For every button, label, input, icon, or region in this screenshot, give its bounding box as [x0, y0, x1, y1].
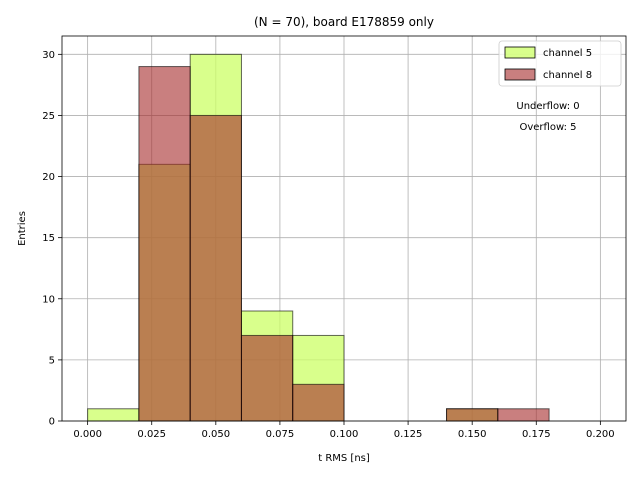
- x-tick-label: 0.150: [458, 429, 487, 440]
- legend-swatch-channel-5: [504, 46, 536, 59]
- legend-swatch-channel-8: [504, 68, 536, 81]
- legend-label-channel-5: channel 5: [543, 48, 592, 59]
- y-tick-label: 15: [42, 233, 55, 244]
- bar-channel-8-bin-4: [292, 383, 345, 422]
- bar-channel-5-bin-0: [87, 408, 140, 422]
- x-tick-label: 0.200: [586, 429, 615, 440]
- bar-channel-8-bin-1: [138, 66, 191, 422]
- bar-channel-8-bin-7: [446, 408, 499, 422]
- underflow-annotation: Underflow: 0: [516, 101, 579, 112]
- y-tick-label: 30: [42, 50, 55, 61]
- legend-label-channel-8: channel 8: [543, 70, 592, 81]
- y-tick-label: 0: [49, 417, 55, 428]
- y-axis-label: Entries: [17, 211, 28, 246]
- y-tick-label: 25: [42, 111, 55, 122]
- x-tick-label: 0.000: [73, 429, 102, 440]
- y-tick-label: 20: [42, 172, 55, 183]
- x-axis-ticks: 0.000 0.025 0.050 0.075 0.100 0.125 0.150 0.175…: [73, 421, 615, 440]
- x-tick-label: 0.100: [330, 429, 359, 440]
- overflow-annotation: Overflow: 5: [519, 122, 576, 133]
- y-tick-label: 5: [49, 355, 55, 366]
- series-channel-8-bars: [138, 66, 550, 422]
- x-tick-label: 0.175: [522, 429, 551, 440]
- x-tick-label: 0.050: [201, 429, 230, 440]
- x-tick-label: 0.025: [137, 429, 166, 440]
- y-tick-label: 10: [42, 294, 55, 305]
- chart-title: (N = 70), board E178859 only: [254, 15, 434, 29]
- bar-channel-8-bin-3: [240, 334, 294, 422]
- x-tick-label: 0.125: [394, 429, 423, 440]
- y-axis-ticks: 0 5 10 15 20 25 30: [42, 50, 62, 428]
- x-axis-label: t RMS [ns]: [318, 453, 370, 464]
- legend: channel 5 channel 8: [498, 40, 622, 87]
- bar-channel-8-bin-8: [497, 408, 550, 422]
- bar-channel-8-bin-2: [189, 114, 242, 422]
- x-tick-label: 0.075: [266, 429, 295, 440]
